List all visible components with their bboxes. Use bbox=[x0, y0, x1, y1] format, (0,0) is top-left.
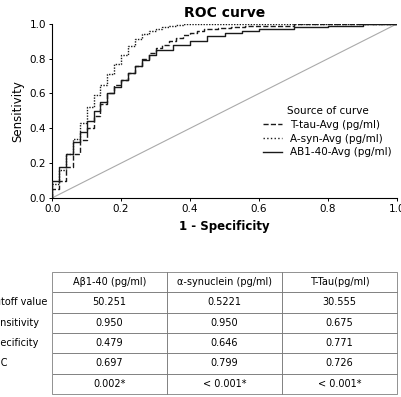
X-axis label: 1 - Specificity: 1 - Specificity bbox=[179, 220, 270, 233]
Title: ROC curve: ROC curve bbox=[184, 6, 265, 20]
Legend: T-tau-Avg (pg/ml), A-syn-Avg (pg/ml), AB1-40-Avg (pg/ml): T-tau-Avg (pg/ml), A-syn-Avg (pg/ml), AB… bbox=[263, 106, 392, 157]
Y-axis label: Sensitivity: Sensitivity bbox=[11, 80, 24, 142]
